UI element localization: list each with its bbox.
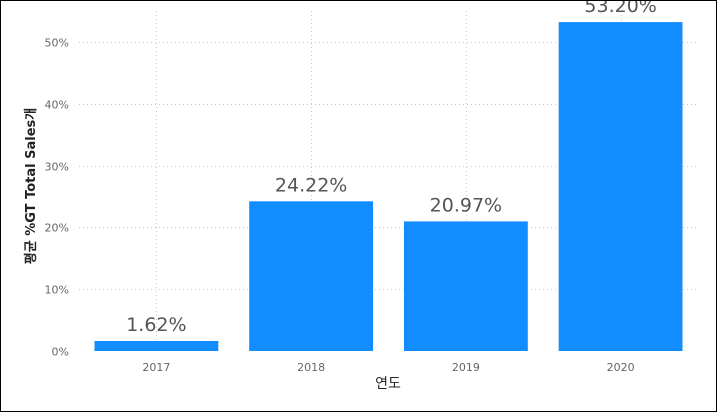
bar [94,341,219,351]
y-axis-ticks: 0% 10% 20% 30% 40% 50% [45,37,69,359]
data-labels: 1.62% 24.22% 20.97% 53.20% [126,1,657,336]
data-label: 24.22% [275,174,347,196]
data-label: 1.62% [126,314,186,336]
bar [558,22,683,351]
y-tick-label: 50% [45,37,69,50]
x-tick-label: 2019 [452,361,480,374]
x-tick-label: 2018 [297,361,325,374]
x-axis-title: 연도 [375,376,401,392]
y-tick-label: 40% [45,99,69,112]
bars [94,22,683,351]
x-tick-label: 2017 [142,361,170,374]
y-tick-label: 30% [45,161,69,174]
y-tick-label: 20% [45,222,69,235]
bar [249,201,373,351]
x-axis-ticks: 2017 2018 2019 2020 [142,361,634,374]
bar [404,221,528,351]
data-label: 53.20% [584,1,656,17]
x-tick-label: 2020 [607,361,635,374]
y-tick-label: 0% [52,346,69,359]
y-tick-label: 10% [45,284,69,297]
y-axis-title: 평균 %GT Total Sales개 [23,108,39,264]
data-label: 20.97% [430,194,502,216]
